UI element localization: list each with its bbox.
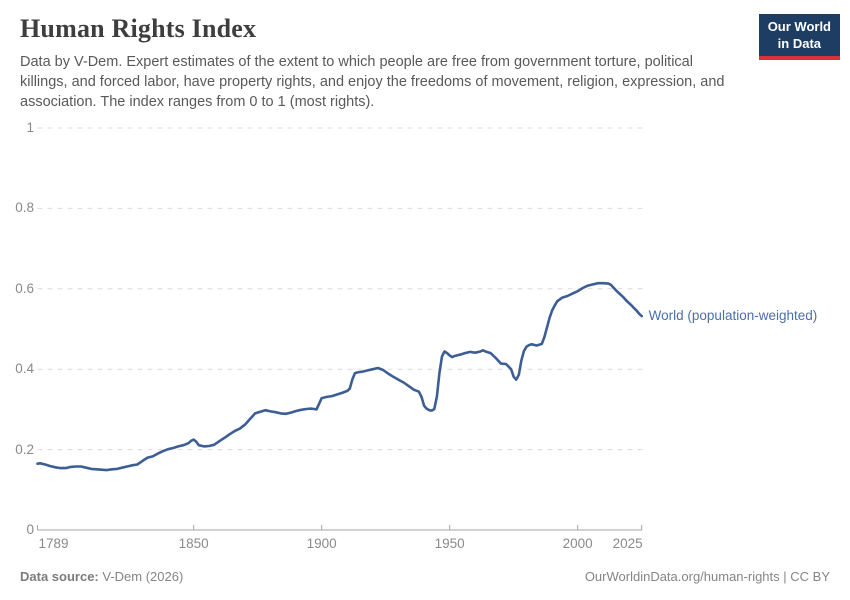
owid-logo-line2: in Data bbox=[777, 35, 822, 51]
x-tick-label-1900: 1900 bbox=[306, 536, 337, 551]
chart-footer: Data source: V-Dem (2026) OurWorldinData… bbox=[20, 569, 830, 584]
data-source-value: V-Dem (2026) bbox=[98, 569, 184, 584]
x-tick-label-1789: 1789 bbox=[38, 536, 69, 551]
page-title: Human Rights Index bbox=[20, 14, 257, 43]
x-tick-label-1950: 1950 bbox=[434, 536, 465, 551]
y-tick-label-1: 1 bbox=[26, 120, 34, 135]
owid-logo[interactable]: Our World in Data bbox=[758, 14, 840, 60]
x-tick-label-1850: 1850 bbox=[178, 536, 209, 551]
y-tick-label-0: 0 bbox=[26, 522, 34, 537]
owid-logo-line1: Our World bbox=[767, 19, 831, 34]
series-label-world[interactable]: World (population-weighted) bbox=[648, 308, 818, 324]
footer-links: OurWorldinData.org/human-rights | CC BY bbox=[585, 569, 830, 584]
chart-subtitle: Data by V-Dem. Expert estimates of the e… bbox=[20, 54, 725, 110]
x-tick-label-2025: 2025 bbox=[612, 536, 643, 551]
y-tick-label-0.4: 0.4 bbox=[15, 361, 34, 377]
data-source-note: Data source: V-Dem (2026) bbox=[20, 569, 183, 584]
x-tick-label-2000: 2000 bbox=[562, 536, 593, 551]
data-source-label: Data source: bbox=[20, 569, 99, 584]
trend-line-world[interactable] bbox=[36, 281, 643, 472]
license-badge: | CC BY bbox=[779, 569, 830, 584]
y-tick-label-0.2: 0.2 bbox=[15, 441, 34, 457]
y-tick-label-0.8: 0.8 bbox=[15, 200, 34, 216]
y-tick-label-0.6: 0.6 bbox=[15, 280, 34, 296]
owid-url-link[interactable]: OurWorldinData.org/human-rights bbox=[584, 569, 780, 584]
